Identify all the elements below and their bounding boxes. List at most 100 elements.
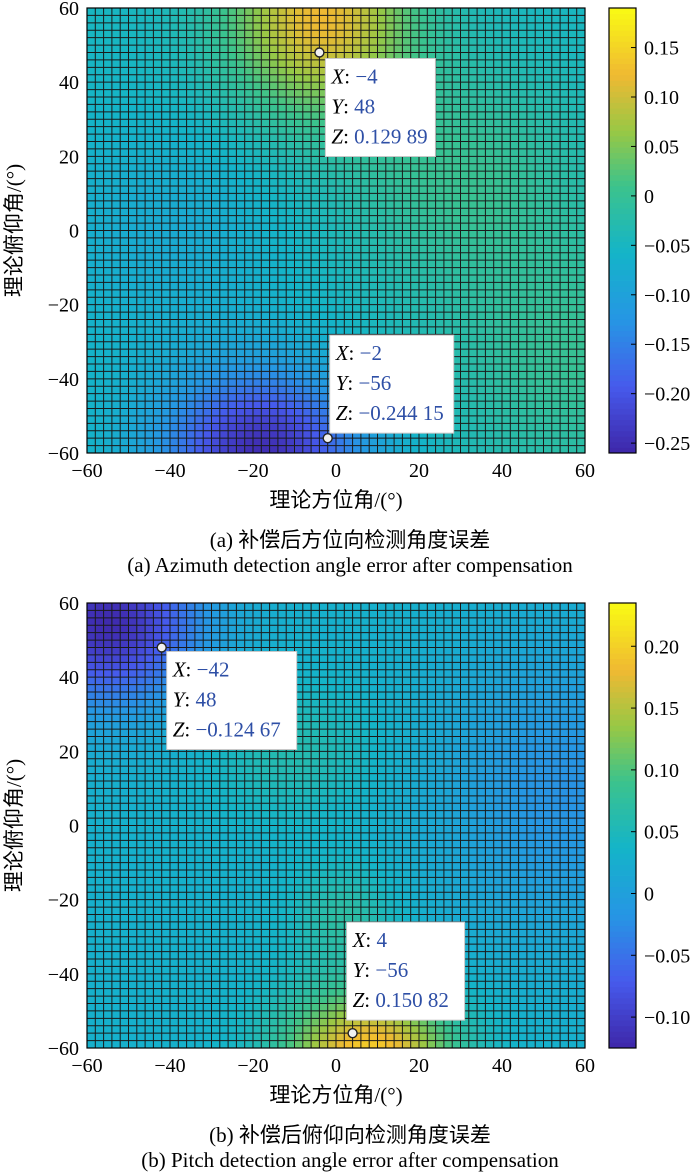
- heatmap-cell: [95, 304, 104, 313]
- heatmap-cell: [460, 104, 470, 113]
- heatmap-cell: [360, 30, 370, 38]
- heatmap-cell: [103, 929, 113, 938]
- colorbar-band: [609, 80, 636, 87]
- heatmap-cell: [410, 260, 420, 268]
- heatmap-cell: [219, 126, 229, 135]
- heatmap-cell: [319, 260, 328, 268]
- heatmap-cell: [576, 393, 586, 402]
- heatmap-cell: [136, 349, 146, 357]
- heatmap-cell: [178, 996, 187, 1004]
- heatmap-cell: [103, 378, 113, 387]
- heatmap-cell: [277, 8, 287, 16]
- heatmap-cell: [128, 364, 138, 372]
- heatmap-cell: [161, 662, 171, 671]
- heatmap-cell: [161, 825, 171, 834]
- heatmap-cell: [526, 275, 536, 283]
- heatmap-cell: [543, 267, 553, 276]
- heatmap-cell: [120, 8, 129, 16]
- heatmap-cell: [493, 445, 503, 454]
- heatmap-cell: [203, 97, 212, 105]
- heatmap-cell: [136, 1025, 146, 1034]
- heatmap-cell: [145, 603, 154, 611]
- heatmap-cell: [228, 892, 237, 900]
- heatmap-cell: [460, 119, 470, 127]
- heatmap-cell: [136, 706, 146, 715]
- heatmap-cell: [145, 862, 154, 871]
- heatmap-cell: [502, 371, 511, 380]
- heatmap-cell: [352, 8, 362, 16]
- heatmap-cell: [419, 200, 428, 209]
- heatmap-cell: [111, 89, 121, 98]
- heatmap-cell: [352, 45, 362, 53]
- heatmap-cell: [302, 371, 312, 380]
- heatmap-cell: [460, 223, 470, 231]
- heatmap-cell: [203, 610, 212, 619]
- heatmap-cell: [136, 825, 146, 834]
- heatmap-cell: [253, 186, 262, 194]
- heatmap-cell: [186, 640, 196, 648]
- colorbar-band: [609, 302, 636, 309]
- heatmap-cell: [120, 847, 129, 856]
- heatmap-cell: [311, 245, 320, 254]
- heatmap-cell: [161, 223, 171, 231]
- heatmap-cell: [170, 393, 179, 402]
- heatmap-cell: [510, 237, 519, 246]
- heatmap-cell: [419, 178, 428, 187]
- heatmap-cell: [277, 267, 287, 276]
- heatmap-cell: [477, 134, 486, 142]
- heatmap-cell: [111, 1010, 121, 1019]
- heatmap-cell: [244, 163, 254, 172]
- heatmap-cell: [244, 319, 254, 328]
- heatmap-cell: [194, 951, 204, 960]
- heatmap-cell: [103, 289, 113, 298]
- heatmap-cell: [203, 82, 212, 90]
- heatmap-cell: [103, 736, 113, 745]
- heatmap-cell: [153, 230, 162, 239]
- heatmap-cell: [219, 22, 229, 31]
- heatmap-cell: [120, 304, 129, 313]
- heatmap-cell: [518, 319, 528, 328]
- heatmap-cell: [87, 356, 96, 365]
- heatmap-cell: [178, 15, 187, 24]
- heatmap-cell: [219, 178, 229, 187]
- heatmap-cell: [443, 67, 453, 76]
- heatmap-cell: [535, 408, 544, 417]
- heatmap-cell: [186, 252, 196, 261]
- heatmap-cell: [336, 230, 345, 239]
- heatmap-cell: [145, 877, 154, 886]
- heatmap-cell: [136, 632, 146, 641]
- heatmap-cell: [468, 126, 478, 135]
- heatmap-cell: [211, 252, 221, 261]
- heatmap-cell: [170, 907, 179, 915]
- heatmap-cell: [485, 364, 494, 372]
- heatmap-cell: [502, 275, 511, 283]
- heatmap-cell: [161, 996, 171, 1004]
- heatmap-cell: [95, 408, 104, 417]
- heatmap-cell: [319, 178, 328, 187]
- heatmap-cell: [228, 773, 237, 782]
- heatmap-cell: [153, 877, 162, 886]
- heatmap-cell: [87, 773, 96, 782]
- heatmap-cell: [95, 907, 104, 915]
- heatmap-cell: [253, 245, 262, 254]
- heatmap-cell: [111, 267, 121, 276]
- heatmap-cell: [178, 126, 187, 135]
- heatmap-cell: [377, 30, 387, 38]
- heatmap-cell: [485, 430, 494, 439]
- heatmap-cell: [286, 193, 295, 202]
- heatmap-cell: [510, 15, 519, 24]
- heatmap-cell: [261, 415, 270, 424]
- heatmap-cell: [344, 193, 353, 202]
- heatmap-cell: [518, 15, 528, 24]
- datatip-sep: :: [343, 95, 354, 119]
- heatmap-cell: [178, 237, 187, 246]
- heatmap-cell: [294, 223, 304, 231]
- heatmap-cell: [568, 282, 577, 291]
- heatmap-cell: [186, 751, 196, 760]
- heatmap-cell: [178, 386, 187, 394]
- heatmap-cell: [219, 640, 229, 648]
- heatmap-cell: [103, 684, 113, 693]
- heatmap-cell: [186, 200, 196, 209]
- heatmap-cell: [460, 52, 470, 61]
- heatmap-cell: [211, 1033, 221, 1041]
